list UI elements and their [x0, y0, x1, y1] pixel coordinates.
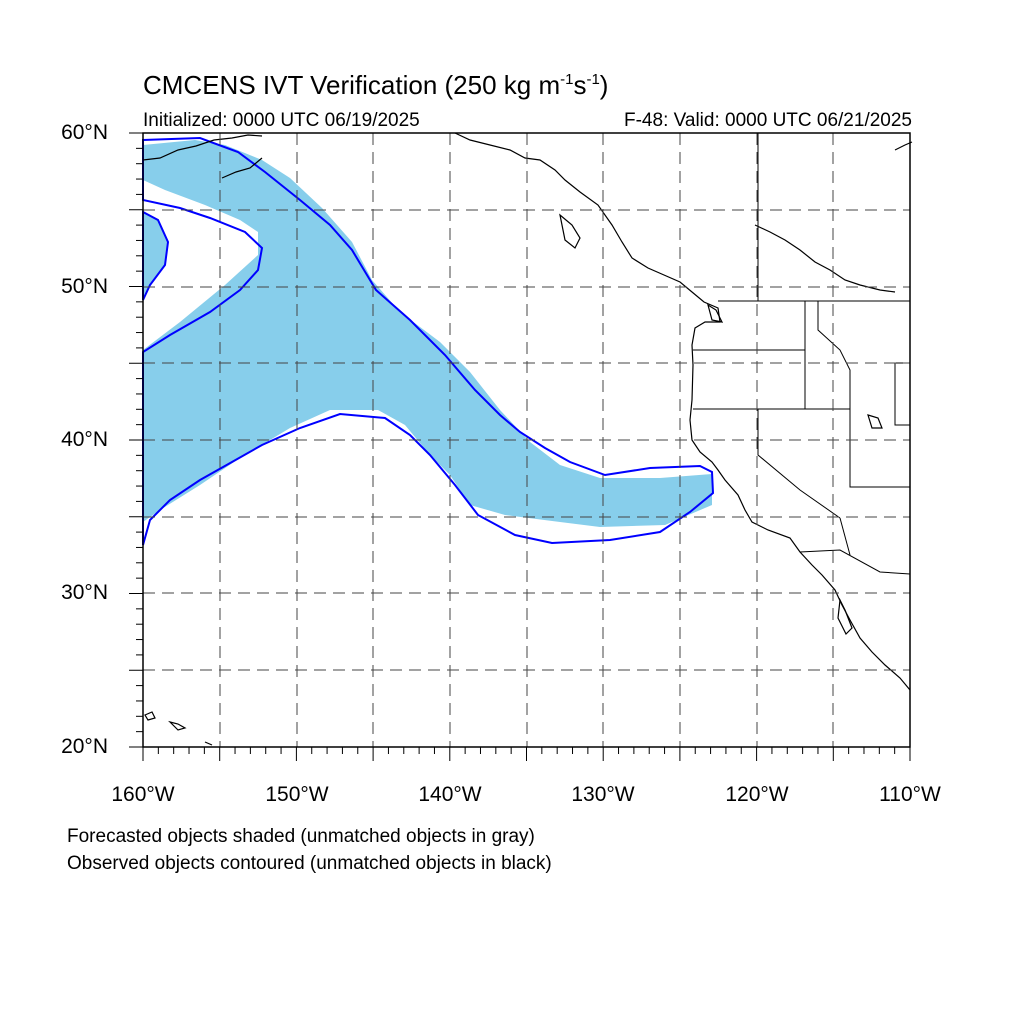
initialized-time: Initialized: 0000 UTC 06/19/2025 — [143, 110, 420, 131]
axis-ticks — [129, 132, 911, 761]
lon-label-120w: 120°W — [725, 783, 789, 806]
lat-label-50n: 50°N — [61, 275, 108, 298]
footnote-observed: Observed objects contoured (unmatched ob… — [67, 853, 552, 874]
footnote-forecast: Forecasted objects shaded (unmatched obj… — [67, 826, 535, 847]
gridlines — [143, 133, 910, 747]
lon-label-160w: 160°W — [111, 783, 175, 806]
lon-label-140w: 140°W — [418, 783, 482, 806]
lon-label-150w: 150°W — [265, 783, 329, 806]
observed-ivt-object — [142, 136, 715, 546]
valid-time: F-48: Valid: 0000 UTC 06/21/2025 — [624, 110, 912, 131]
lat-label-40n: 40°N — [61, 428, 108, 451]
figure-title: CMCENS IVT Verification (250 kg m-1s-1) — [143, 70, 609, 100]
forecast-ivt-object — [143, 140, 712, 527]
lat-label-60n: 60°N — [61, 121, 108, 144]
lon-label-130w: 130°W — [571, 783, 635, 806]
lat-label-20n: 20°N — [61, 735, 108, 758]
political-borders — [693, 133, 911, 575]
lon-label-110w: 110°W — [879, 783, 941, 806]
lat-label-30n: 30°N — [61, 581, 108, 604]
